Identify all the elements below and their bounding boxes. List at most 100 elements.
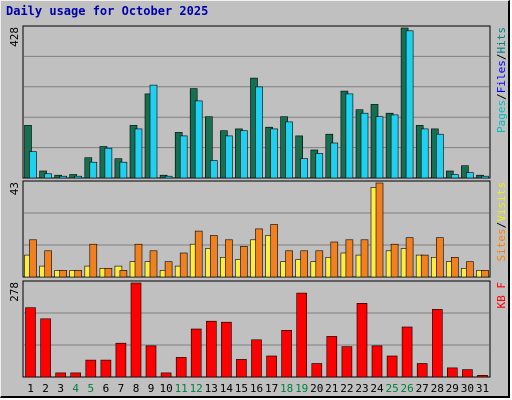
bar-sites-day-26 [405, 237, 414, 278]
bar-kb-f-day-9 [145, 345, 157, 378]
bar-files-day-9 [149, 84, 158, 179]
x-tick-label: 8 [133, 382, 140, 395]
x-tick-label: 19 [295, 382, 308, 395]
bar-kb-f-day-25 [386, 355, 398, 378]
x-tick-label: 5 [87, 382, 94, 395]
x-tick-label: 31 [476, 382, 489, 395]
bar-sites-day-21 [330, 241, 339, 278]
series-label-part: KB F [495, 282, 508, 309]
bar-sites-day-13 [210, 235, 218, 278]
bar-kb-f-day-4 [70, 372, 81, 378]
bar-sites-day-5 [89, 243, 98, 278]
ymax-label-visits-sites: 43 [8, 182, 21, 195]
bar-kb-f-day-5 [85, 359, 97, 378]
bar-files-day-11 [179, 135, 188, 179]
x-tick-label: 29 [446, 382, 459, 395]
bar-kb-f-day-8 [130, 282, 142, 378]
bar-sites-day-31 [481, 270, 489, 278]
bar-kb-f-day-13 [206, 320, 217, 378]
ymax-label-hits-files-pages: 428 [8, 27, 21, 47]
bar-sites-day-14 [225, 239, 233, 278]
x-tick-label: 7 [118, 382, 125, 395]
bar-sites-day-18 [285, 250, 293, 278]
ymax-label-kbytes: 278 [8, 282, 21, 302]
series-label-visits-sites: Sites/Visits [495, 182, 508, 262]
bar-sites-day-19 [300, 250, 309, 278]
x-tick-label: 14 [220, 382, 234, 395]
x-tick-label: 12 [190, 382, 203, 395]
bar-kb-f-day-30 [462, 369, 473, 378]
bar-sites-day-9 [149, 250, 158, 278]
x-tick-label: 23 [355, 382, 368, 395]
bar-kb-f-day-17 [266, 355, 277, 378]
series-label-part: Pages [495, 100, 508, 133]
bar-kb-f-day-20 [311, 363, 323, 378]
bar-files-day-23 [360, 112, 369, 179]
x-tick-label: 25 [385, 382, 398, 395]
bar-files-day-31 [481, 175, 489, 179]
x-tick-label: 30 [461, 382, 474, 395]
bar-files-day-29 [450, 174, 459, 179]
bar-files-day-20 [315, 153, 324, 179]
bar-sites-day-10 [164, 261, 173, 278]
bar-files-day-18 [285, 121, 293, 179]
bar-sites-day-12 [194, 230, 203, 278]
bar-files-day-25 [390, 114, 399, 179]
bar-kb-f-day-3 [55, 372, 67, 378]
bar-kb-f-day-28 [431, 309, 443, 378]
bar-kb-f-day-19 [296, 292, 308, 378]
x-tick-label: 28 [431, 382, 444, 395]
bar-sites-day-17 [270, 224, 278, 278]
bar-files-day-15 [240, 130, 248, 179]
x-tick-label: 22 [340, 382, 353, 395]
bar-kb-f-day-27 [416, 363, 428, 378]
x-tick-label: 10 [159, 382, 172, 395]
bar-kb-f-day-15 [236, 359, 247, 378]
bar-files-day-8 [134, 128, 143, 179]
bar-kb-f-day-23 [356, 302, 368, 378]
bar-files-day-30 [466, 172, 474, 179]
bar-files-day-24 [375, 116, 384, 179]
bar-sites-day-22 [345, 239, 354, 278]
bar-kb-f-day-1 [25, 307, 36, 378]
x-tick-label: 20 [310, 382, 323, 395]
bar-kb-f-day-31 [477, 374, 488, 378]
x-tick-label: 17 [265, 382, 278, 395]
bar-files-day-16 [255, 86, 263, 179]
bar-sites-day-25 [390, 243, 399, 278]
series-label-hits-files-pages: Pages/Files/Hits [495, 27, 508, 133]
x-tick-label: 27 [416, 382, 429, 395]
x-tick-label: 4 [72, 382, 79, 395]
bar-kb-f-day-10 [160, 372, 172, 378]
bar-sites-day-23 [360, 239, 369, 278]
bar-kb-f-day-16 [251, 339, 262, 378]
bar-files-day-10 [164, 175, 173, 179]
bar-sites-day-29 [450, 256, 459, 278]
series-label-part: Sites [495, 228, 508, 261]
bar-kb-f-day-7 [115, 342, 127, 378]
series-label-part: Hits [495, 27, 508, 54]
x-tick-label: 13 [205, 382, 218, 395]
bar-files-day-5 [89, 161, 98, 179]
bar-sites-day-16 [255, 228, 263, 278]
bar-files-day-1 [29, 151, 37, 179]
bar-files-day-13 [210, 160, 218, 179]
x-tick-label: 18 [280, 382, 293, 395]
x-tick-label: 16 [250, 382, 263, 395]
bar-sites-day-3 [59, 270, 68, 278]
chart-title: Daily usage for October 2025 [6, 4, 209, 18]
series-label-part: / [495, 222, 508, 229]
series-label-part: / [495, 54, 508, 61]
bar-sites-day-20 [315, 250, 324, 278]
bar-kb-f-day-26 [401, 326, 413, 378]
x-tick-label: 24 [370, 382, 384, 395]
bar-sites-day-6 [104, 267, 113, 278]
bar-kb-f-day-2 [40, 318, 51, 378]
bar-files-day-27 [420, 128, 429, 179]
bar-sites-day-24 [375, 182, 384, 278]
x-tick-label: 6 [103, 382, 110, 395]
bar-files-day-21 [330, 142, 339, 179]
bar-sites-day-8 [134, 243, 143, 278]
bar-sites-day-15 [240, 246, 248, 278]
bar-sites-day-7 [119, 270, 128, 278]
